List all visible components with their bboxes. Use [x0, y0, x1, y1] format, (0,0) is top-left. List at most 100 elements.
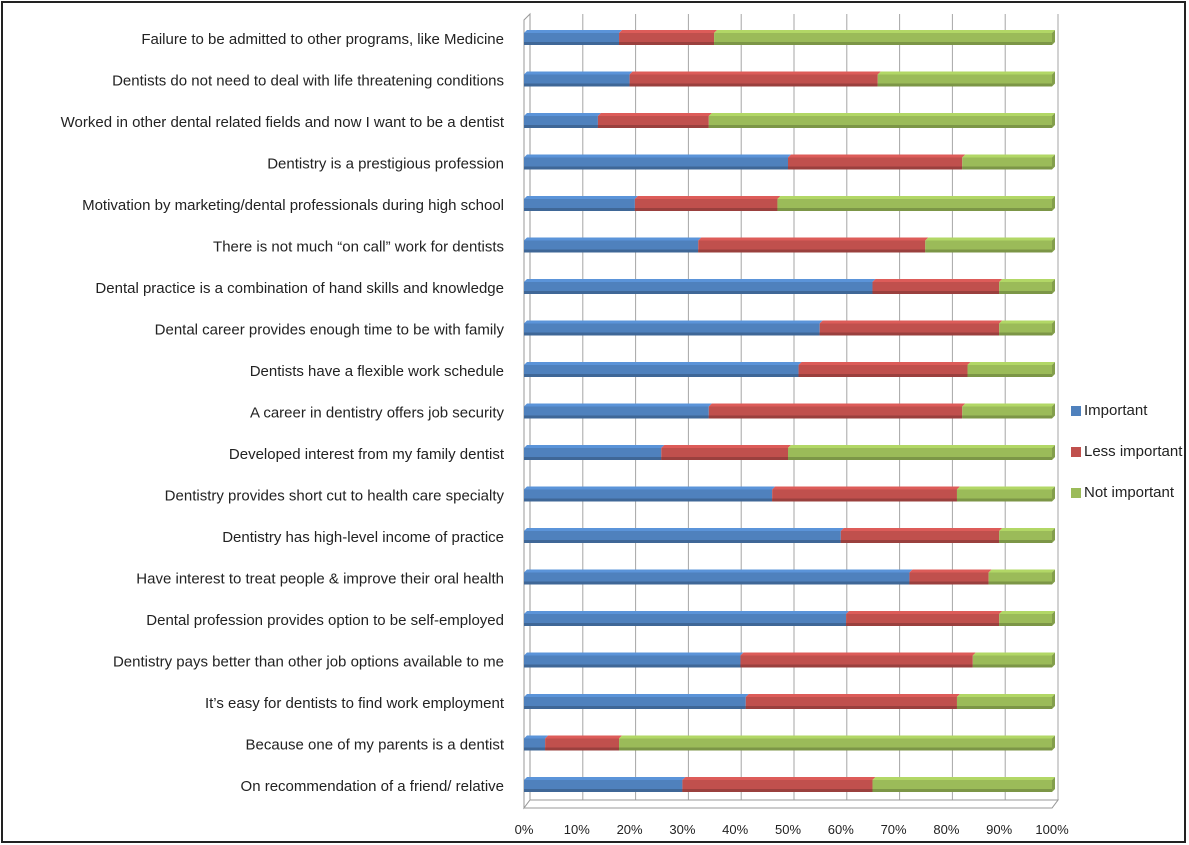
bar-segment: [698, 237, 929, 253]
bar-segment: [999, 320, 1055, 336]
bar-end-cap: [1052, 362, 1055, 377]
bar-shade: [962, 166, 1052, 170]
legend-label: Not important: [1084, 484, 1175, 501]
bar-top-face: [597, 113, 712, 116]
bar-top-face: [962, 154, 1055, 158]
bar-shade: [698, 249, 926, 253]
bar-shade: [972, 664, 1052, 668]
bar-segment: [524, 196, 638, 211]
bar-end-cap: [1052, 652, 1055, 668]
category-label: It’s easy for dentists to find work empl…: [205, 695, 505, 712]
bar-segment: [524, 611, 850, 626]
legend-swatch: [1071, 447, 1081, 457]
bar-top-face: [524, 320, 823, 324]
bar-segment: [745, 694, 960, 709]
bar-top-face: [708, 113, 1055, 116]
bar-shade: [629, 83, 878, 87]
bar-segment: [524, 362, 802, 377]
bar-top-face: [524, 528, 844, 531]
bar-end-cap: [1052, 320, 1055, 336]
bar-top-face: [524, 362, 802, 365]
bar-segment: [788, 445, 1055, 460]
bar-shade: [634, 208, 778, 211]
bar-segment: [524, 694, 749, 709]
bar-segment: [999, 611, 1055, 626]
bar-shade: [524, 42, 620, 45]
bar-segment: [714, 30, 1055, 45]
bar-segment: [956, 486, 1055, 502]
bar-segment: [524, 445, 665, 460]
bar-shade: [999, 623, 1052, 626]
bar-segment: [524, 652, 744, 668]
bar-segment: [524, 113, 601, 128]
category-label: Have interest to treat people & improve …: [136, 571, 504, 588]
bar-shade: [967, 374, 1052, 377]
category-label: Worked in other dental related fields an…: [61, 114, 505, 131]
x-tick-label: 50%: [775, 822, 801, 837]
bar-shade: [524, 581, 910, 585]
bar-end-cap: [1052, 237, 1055, 253]
bar-end-cap: [1052, 154, 1055, 170]
bar-shade: [877, 83, 1052, 87]
bar-top-face: [524, 777, 686, 780]
bar-end-cap: [1052, 445, 1055, 460]
bar-top-face: [524, 652, 744, 656]
x-tick-label: 20%: [617, 822, 643, 837]
bar-top-face: [524, 735, 549, 739]
bar-end-cap: [1052, 71, 1055, 87]
bar-top-face: [714, 30, 1055, 33]
bar-shade: [524, 208, 635, 211]
bar-top-face: [872, 777, 1055, 780]
bar-shade: [524, 291, 873, 294]
bar-layer: [524, 30, 1055, 792]
bar-shade: [524, 83, 630, 87]
bar-shade: [524, 789, 683, 792]
x-tick-label: 100%: [1035, 822, 1069, 837]
bar-segment: [999, 279, 1055, 294]
category-label: Dental career provides enough time to be…: [155, 322, 505, 339]
bar-segment: [777, 196, 1055, 211]
legend-swatch: [1071, 488, 1081, 498]
bar-shade: [524, 166, 788, 170]
category-label: Developed interest from my family dentis…: [229, 446, 505, 463]
bar-segment: [661, 445, 791, 460]
category-label: Dentistry has high-level income of pract…: [222, 529, 504, 546]
legend-label: Less important: [1084, 443, 1183, 460]
x-tick-label: 10%: [564, 822, 590, 837]
bar-segment: [819, 320, 1003, 336]
bar-segment: [524, 403, 712, 419]
bar-top-face: [524, 279, 876, 282]
bar-top-face: [999, 279, 1055, 282]
bar-shade: [988, 581, 1052, 585]
bar-shade: [956, 706, 1052, 709]
bar-segment: [524, 320, 823, 336]
x-tick-label: 70%: [881, 822, 907, 837]
bar-segment: [988, 569, 1055, 585]
bar-shade: [661, 457, 788, 460]
category-label: On recommendation of a friend/ relative: [241, 778, 504, 795]
bar-shade: [740, 664, 973, 668]
category-label: Dental practice is a combination of hand…: [95, 280, 504, 297]
bar-end-cap: [1052, 196, 1055, 211]
bar-shade: [999, 332, 1052, 336]
bar-top-face: [846, 611, 1003, 614]
bar-end-cap: [1052, 486, 1055, 502]
bar-top-face: [972, 652, 1055, 656]
bar-segment: [524, 237, 702, 253]
bar-segment: [788, 154, 966, 170]
bar-shade: [524, 374, 799, 377]
bar-shade: [597, 125, 709, 128]
bar-top-face: [788, 445, 1055, 448]
bar-shade: [524, 706, 746, 709]
bar-end-cap: [1052, 30, 1055, 45]
x-tick-label: 0%: [515, 822, 534, 837]
bar-segment: [925, 237, 1055, 253]
bar-segment: [524, 30, 623, 45]
bar-shade: [524, 747, 546, 751]
legend-swatch: [1071, 406, 1081, 416]
bar-shade: [788, 166, 963, 170]
bar-segment: [999, 528, 1055, 543]
bar-top-face: [524, 113, 601, 116]
bar-shade: [619, 747, 1052, 751]
bar-end-cap: [1052, 694, 1055, 709]
